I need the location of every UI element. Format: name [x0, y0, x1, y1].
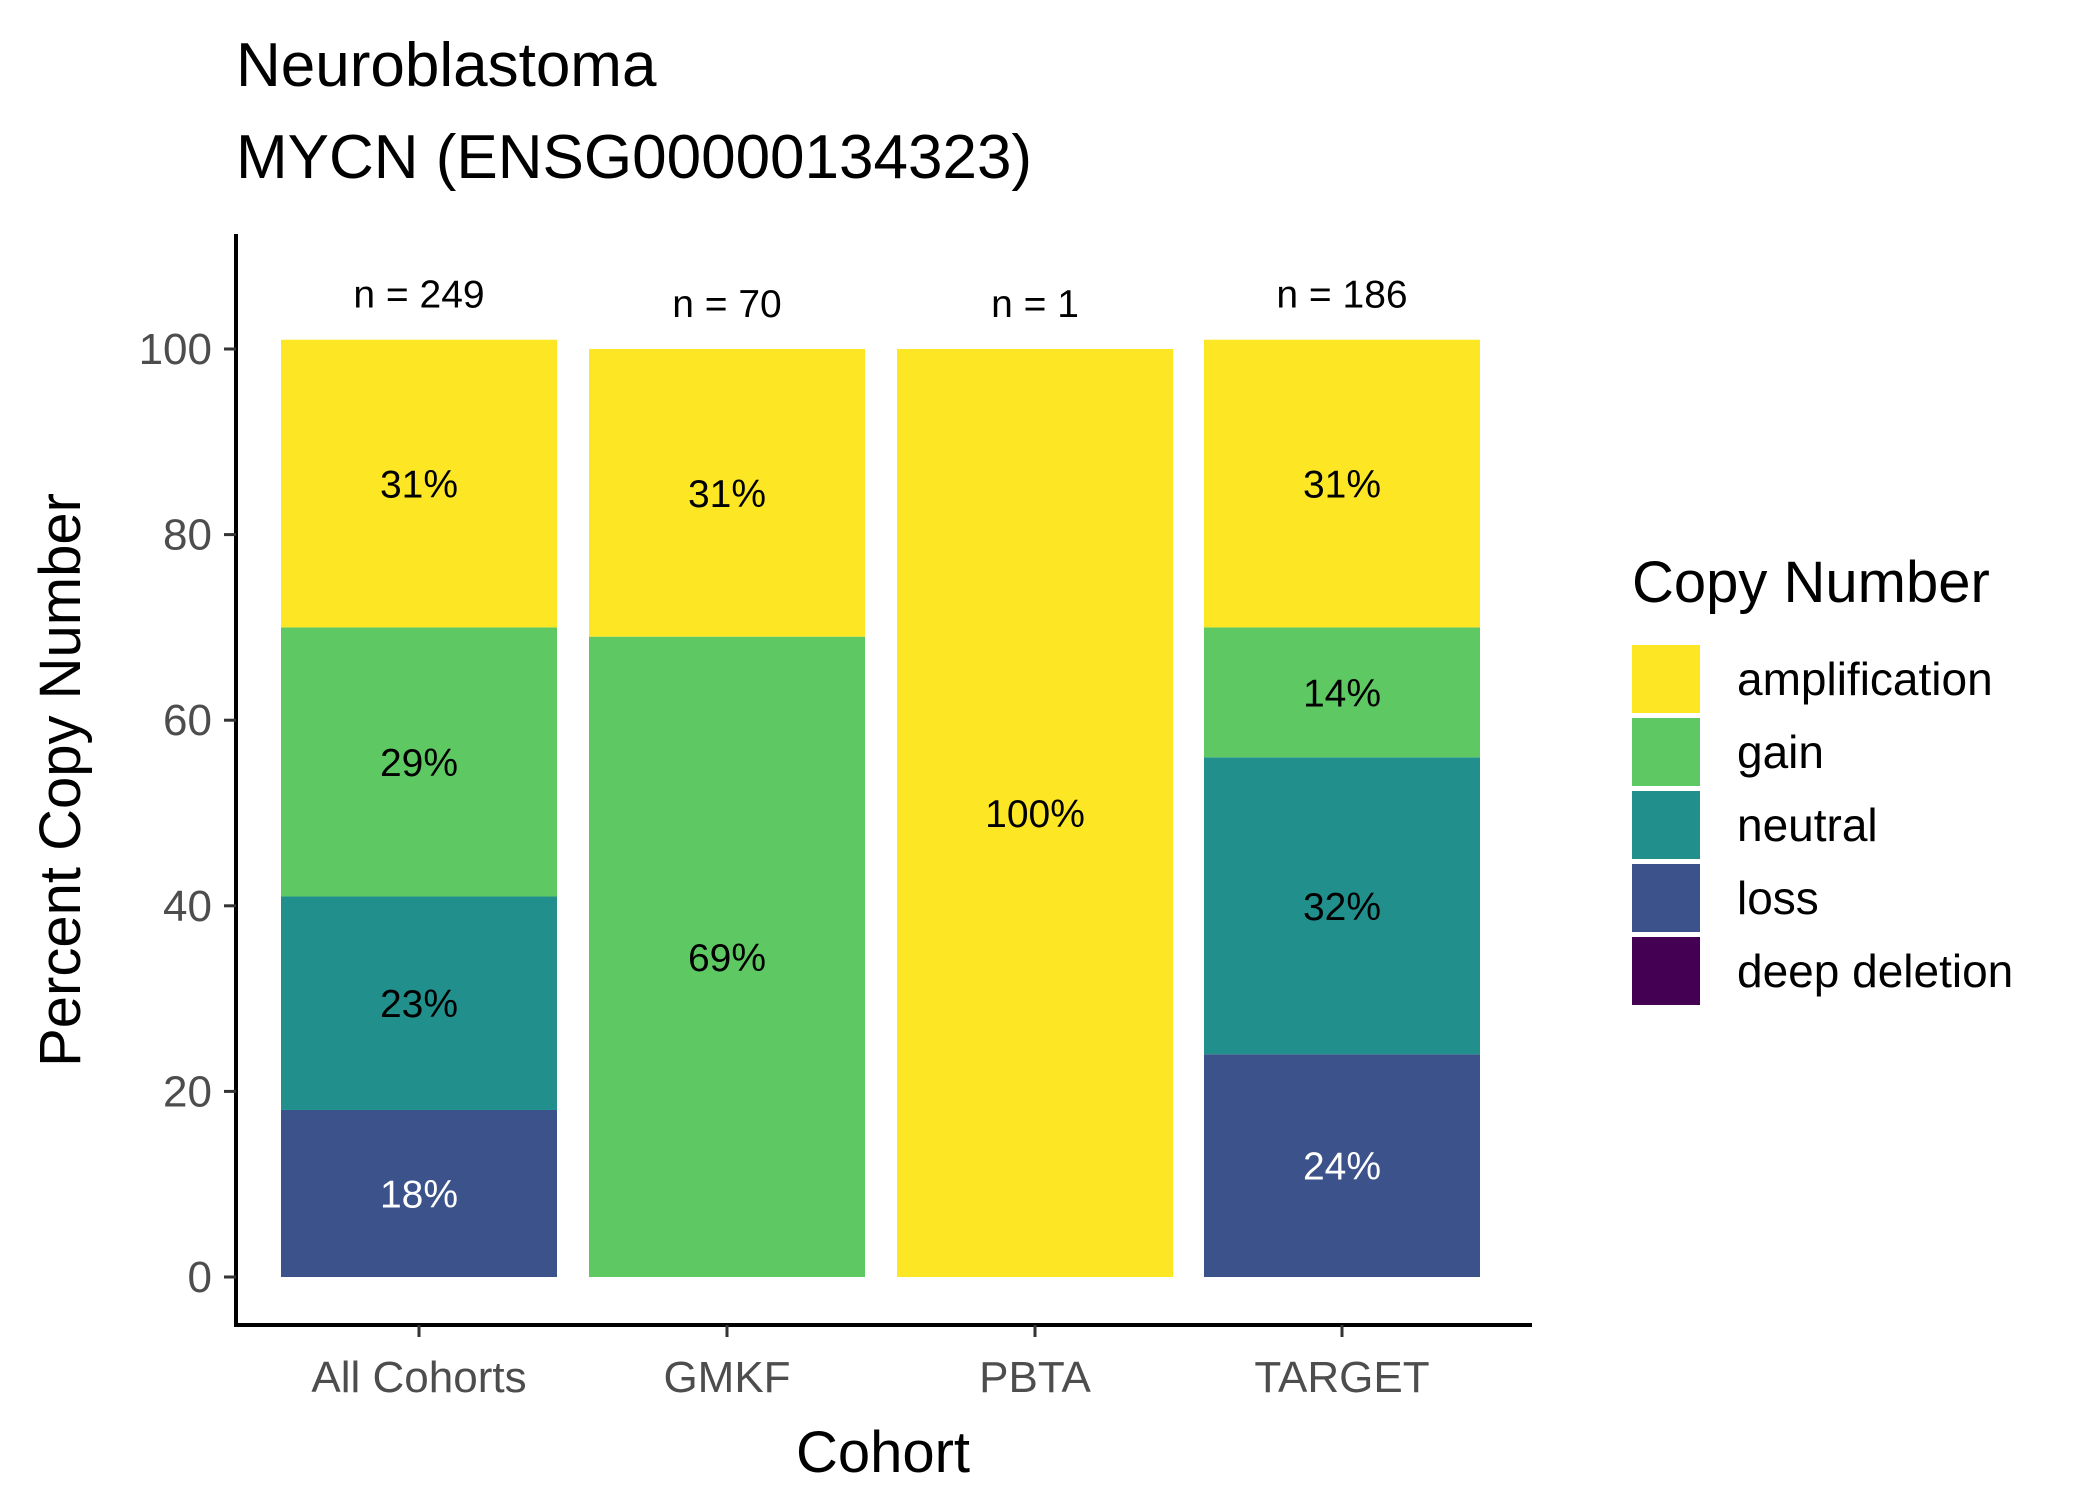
- chart-title-line-2: MYCN (ENSG00000134323): [236, 123, 1032, 192]
- y-tick-label-100: 100: [139, 325, 212, 374]
- n-label-all-cohorts: n = 249: [353, 274, 484, 317]
- bar-segment-amplification-gmkf: [589, 349, 865, 637]
- x-tick-label-all-cohorts: All Cohorts: [311, 1353, 526, 1402]
- x-tick-label-gmkf: GMKF: [663, 1353, 790, 1402]
- segment-label-gain-gmkf: 69%: [688, 937, 766, 980]
- n-label-pbta: n = 1: [991, 283, 1079, 326]
- y-tick-label-80: 80: [163, 511, 212, 560]
- legend-label-deep-deletion: deep deletion: [1737, 945, 2013, 997]
- segment-label-gain-all-cohorts: 29%: [380, 742, 458, 785]
- bar-segment-gain-target: [1204, 627, 1480, 758]
- y-axis-ticks: 0 20 40 60 80 100: [139, 325, 236, 1302]
- segment-labels: 18% 23% 29% 31% 69% 31% 100% 24% 32% 14% 31%: [380, 464, 1381, 1217]
- bar-segment-neutral-target: [1204, 757, 1480, 1055]
- sample-count-labels: n = 249 n = 70 n = 1 n = 186: [353, 274, 1407, 326]
- segment-label-amplification-gmkf: 31%: [688, 473, 766, 516]
- segment-label-loss-all-cohorts: 18%: [380, 1173, 458, 1216]
- bar-segment-loss-all-cohorts: [281, 1109, 557, 1277]
- segment-label-neutral-all-cohorts: 23%: [380, 983, 458, 1026]
- legend-swatch-gain: [1632, 718, 1700, 786]
- y-tick-label-40: 40: [163, 882, 212, 931]
- bar-segment-amplification-all-cohorts: [281, 339, 557, 628]
- legend-label-amplification: amplification: [1737, 653, 1993, 705]
- chart-title-line-1: Neuroblastoma: [236, 31, 657, 100]
- n-label-target: n = 186: [1276, 274, 1407, 317]
- bar-segment-gain-gmkf: [589, 636, 865, 1277]
- bar-segment-amplification-pbta: [897, 349, 1173, 1277]
- x-axis-ticks: All Cohorts GMKF PBTA TARGET: [311, 1325, 1430, 1402]
- y-axis-title: Percent Copy Number: [28, 493, 93, 1067]
- segment-label-amplification-target: 31%: [1303, 464, 1381, 507]
- y-tick-label-20: 20: [163, 1067, 212, 1116]
- legend-items: amplification gain neutral loss deep deletio…: [1632, 645, 2013, 1005]
- bar-segments: [281, 339, 1480, 1277]
- bar-segment-gain-all-cohorts: [281, 627, 557, 897]
- segment-label-amplification-all-cohorts: 31%: [380, 464, 458, 507]
- legend-label-neutral: neutral: [1737, 799, 1878, 851]
- bar-segment-neutral-all-cohorts: [281, 896, 557, 1110]
- segment-label-neutral-target: 32%: [1303, 886, 1381, 929]
- x-tick-label-pbta: PBTA: [979, 1353, 1091, 1402]
- legend-title: Copy Number: [1632, 550, 1990, 615]
- segment-label-loss-target: 24%: [1303, 1146, 1381, 1189]
- legend: Copy Number amplification gain neutral loss…: [1632, 550, 2013, 1005]
- legend-swatch-deep-deletion: [1632, 937, 1700, 1005]
- bar-segment-amplification-target: [1204, 339, 1480, 628]
- legend-label-gain: gain: [1737, 726, 1824, 778]
- bar-segment-loss-target: [1204, 1054, 1480, 1277]
- legend-swatch-amplification: [1632, 645, 1700, 713]
- legend-label-loss: loss: [1737, 872, 1819, 924]
- y-tick-label-0: 0: [188, 1253, 212, 1302]
- segment-label-gain-target: 14%: [1303, 672, 1381, 715]
- legend-swatch-neutral: [1632, 791, 1700, 859]
- legend-swatch-loss: [1632, 864, 1700, 932]
- x-axis-title: Cohort: [796, 1420, 970, 1485]
- segment-label-amplification-pbta: 100%: [985, 793, 1085, 836]
- y-tick-label-60: 60: [163, 696, 212, 745]
- x-tick-label-target: TARGET: [1254, 1353, 1429, 1402]
- n-label-gmkf: n = 70: [672, 283, 782, 326]
